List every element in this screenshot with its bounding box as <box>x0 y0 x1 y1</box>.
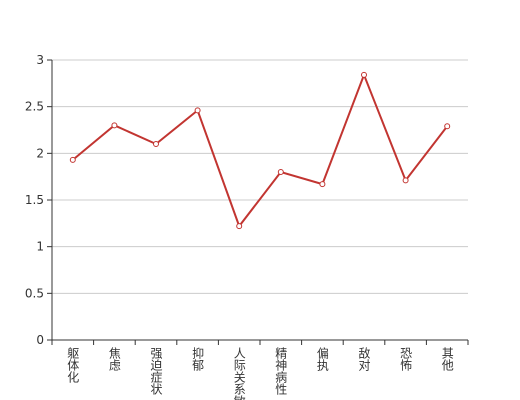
x-tick-label: 精神病性 <box>274 347 288 396</box>
point <box>319 181 326 188</box>
point <box>69 156 76 163</box>
point <box>402 177 409 184</box>
y-tick-label: 1.5 <box>25 193 44 207</box>
point <box>277 169 284 175</box>
y-tick-label: 1 <box>36 240 44 254</box>
x-tick-label: 强迫症状 <box>149 347 163 395</box>
x-tick-label: 其他 <box>440 347 454 371</box>
point <box>236 223 243 230</box>
x-tick-label: 抑郁 <box>191 346 205 372</box>
y-tick-label: 2 <box>36 146 44 160</box>
point <box>153 141 159 147</box>
point <box>111 122 118 129</box>
line <box>72 72 448 229</box>
y-tick-label: 2.5 <box>25 100 44 114</box>
point <box>361 71 367 78</box>
x-tick-label: 恐怖 <box>399 347 413 371</box>
x-tick-label: 人际关系敏感 <box>232 347 246 400</box>
x-tick-label: 焦虑 <box>107 347 121 371</box>
y-tick-label: 0.5 <box>25 286 44 300</box>
x-tick-label: 偏执 <box>315 346 329 372</box>
x-tick-label: 躯体化 <box>66 346 80 384</box>
y-tick-label: 0 <box>36 333 44 347</box>
x-tick-label: 敌对 <box>357 346 371 371</box>
y-tick-label: 3 <box>36 53 44 67</box>
point <box>444 123 451 130</box>
point <box>194 107 201 114</box>
